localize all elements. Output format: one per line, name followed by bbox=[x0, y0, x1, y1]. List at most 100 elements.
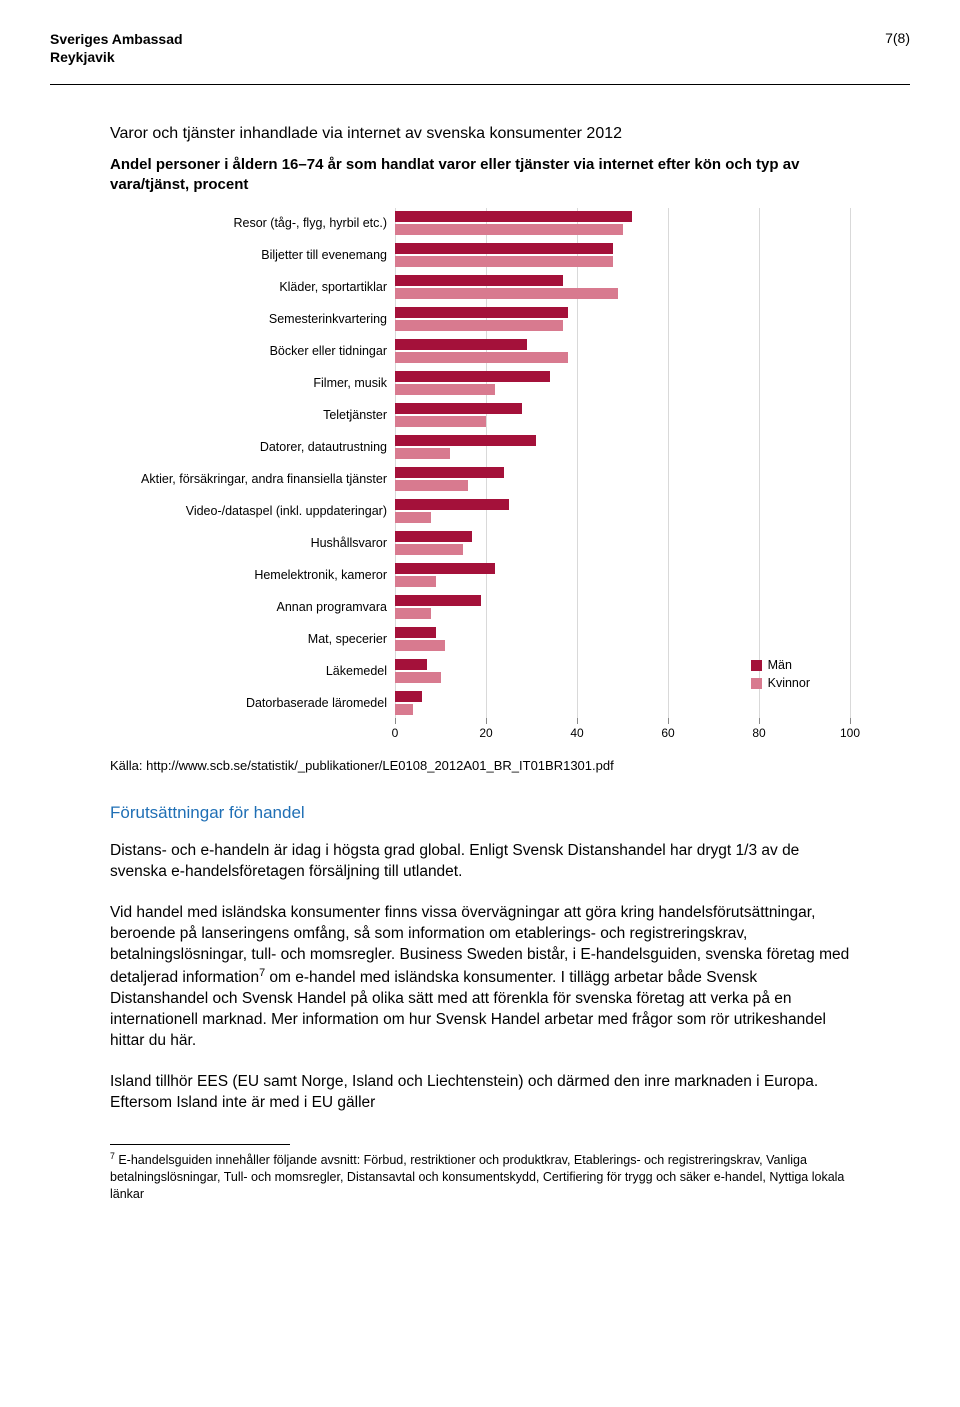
category-label: Annan programvara bbox=[110, 600, 395, 614]
page-content: Varor och tjänster inhandlade via intern… bbox=[50, 125, 910, 1202]
tick-label: 100 bbox=[840, 726, 860, 740]
tick-mark bbox=[486, 718, 487, 724]
bar-pair bbox=[395, 272, 850, 302]
tick-mark bbox=[577, 718, 578, 724]
bar-pair bbox=[395, 240, 850, 270]
chart-legend: Män Kvinnor bbox=[751, 658, 810, 694]
bar-men bbox=[395, 243, 613, 254]
bar-women bbox=[395, 640, 445, 651]
x-axis: 020406080100 bbox=[110, 722, 850, 744]
category-label: Teletjänster bbox=[110, 408, 395, 422]
bar-pair bbox=[395, 464, 850, 494]
section-heading: Förutsättningar för handel bbox=[110, 803, 850, 823]
bar-women bbox=[395, 224, 623, 235]
figure-source: Källa: http://www.scb.se/statistik/_publ… bbox=[110, 758, 850, 773]
tick-label: 60 bbox=[661, 726, 674, 740]
bar-pair bbox=[395, 400, 850, 430]
tick-mark bbox=[759, 718, 760, 724]
chart-bars-column bbox=[395, 208, 850, 720]
bar-men bbox=[395, 627, 436, 638]
bar-women bbox=[395, 448, 450, 459]
bar-pair bbox=[395, 432, 850, 462]
bar-men bbox=[395, 307, 568, 318]
bar-women bbox=[395, 544, 463, 555]
bar-chart: Resor (tåg-, flyg, hyrbil etc.) Biljetter… bbox=[110, 208, 850, 744]
page-number: 7(8) bbox=[885, 30, 910, 46]
bar-pair bbox=[395, 528, 850, 558]
legend-swatch bbox=[751, 660, 762, 671]
bar-pair bbox=[395, 304, 850, 334]
bar-pair bbox=[395, 560, 850, 590]
bar-women bbox=[395, 352, 568, 363]
category-label: Läkemedel bbox=[110, 664, 395, 678]
paragraph-1: Distans- och e-handeln är idag i högsta … bbox=[110, 841, 850, 883]
bar-women bbox=[395, 704, 413, 715]
bar-women bbox=[395, 608, 431, 619]
bar-pair bbox=[395, 208, 850, 238]
category-label: Hushållsvaror bbox=[110, 536, 395, 550]
category-label: Kläder, sportartiklar bbox=[110, 280, 395, 294]
chart-plot-wrap: Resor (tåg-, flyg, hyrbil etc.) Biljetter… bbox=[110, 208, 850, 720]
bar-men bbox=[395, 467, 504, 478]
org-line1: Sveriges Ambassad bbox=[50, 30, 183, 48]
bar-men bbox=[395, 275, 563, 286]
category-label: Biljetter till evenemang bbox=[110, 248, 395, 262]
bar-pair bbox=[395, 592, 850, 622]
paragraph-2: Vid handel med isländska konsumenter fin… bbox=[110, 903, 850, 1052]
bar-men bbox=[395, 531, 472, 542]
axis-ticks: 020406080100 bbox=[395, 722, 850, 744]
bar-women bbox=[395, 288, 618, 299]
document-header: Sveriges Ambassad Reykjavik 7(8) bbox=[50, 30, 910, 66]
legend-item: Män bbox=[751, 658, 810, 672]
bar-women bbox=[395, 512, 431, 523]
legend-swatch bbox=[751, 678, 762, 689]
bar-women bbox=[395, 256, 613, 267]
chart-subtitle: Andel personer i åldern 16–74 år som han… bbox=[110, 155, 850, 194]
category-label: Böcker eller tidningar bbox=[110, 344, 395, 358]
bar-women bbox=[395, 480, 468, 491]
bar-women bbox=[395, 416, 486, 427]
bar-women bbox=[395, 576, 436, 587]
chart-label-column: Resor (tåg-, flyg, hyrbil etc.) Biljetter… bbox=[110, 208, 395, 720]
bar-women bbox=[395, 672, 441, 683]
category-label: Resor (tåg-, flyg, hyrbil etc.) bbox=[110, 216, 395, 230]
bar-men bbox=[395, 595, 481, 606]
axis-spacer bbox=[110, 722, 395, 744]
tick-label: 0 bbox=[392, 726, 399, 740]
footnote-text: E-handelsguiden innehåller följande avsn… bbox=[110, 1153, 844, 1201]
category-label: Video-/dataspel (inkl. uppdateringar) bbox=[110, 504, 395, 518]
footnote: 7 E-handelsguiden innehåller följande av… bbox=[110, 1151, 850, 1203]
gridline bbox=[850, 208, 851, 720]
tick-label: 40 bbox=[570, 726, 583, 740]
legend-item: Kvinnor bbox=[751, 676, 810, 690]
tick-mark bbox=[668, 718, 669, 724]
bar-men bbox=[395, 499, 509, 510]
figure-title: Varor och tjänster inhandlade via intern… bbox=[110, 125, 850, 143]
category-label: Datorbaserade läromedel bbox=[110, 696, 395, 710]
category-label: Aktier, försäkringar, andra finansiella … bbox=[110, 472, 395, 486]
tick-label: 20 bbox=[479, 726, 492, 740]
bar-pair bbox=[395, 336, 850, 366]
category-label: Datorer, datautrustning bbox=[110, 440, 395, 454]
tick-mark bbox=[395, 718, 396, 724]
category-label: Hemelektronik, kameror bbox=[110, 568, 395, 582]
tick-label: 80 bbox=[752, 726, 765, 740]
tick-mark bbox=[850, 718, 851, 724]
bar-men bbox=[395, 435, 536, 446]
bar-men bbox=[395, 371, 550, 382]
header-rule bbox=[50, 84, 910, 85]
bar-men bbox=[395, 659, 427, 670]
paragraph-3: Island tillhör EES (EU samt Norge, Islan… bbox=[110, 1072, 850, 1114]
bar-men bbox=[395, 563, 495, 574]
category-label: Mat, specerier bbox=[110, 632, 395, 646]
org-name: Sveriges Ambassad Reykjavik bbox=[50, 30, 183, 66]
category-label: Filmer, musik bbox=[110, 376, 395, 390]
bar-men bbox=[395, 691, 422, 702]
footnote-rule bbox=[110, 1144, 290, 1145]
legend-label: Män bbox=[768, 658, 792, 672]
bar-pair bbox=[395, 368, 850, 398]
bar-pair bbox=[395, 496, 850, 526]
org-line2: Reykjavik bbox=[50, 48, 183, 66]
bar-pair bbox=[395, 624, 850, 654]
bar-men bbox=[395, 211, 632, 222]
